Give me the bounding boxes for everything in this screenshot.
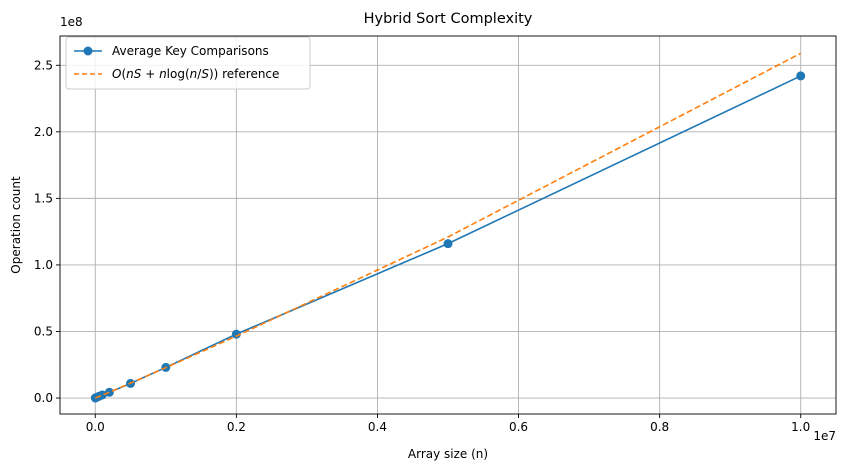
- y-tick-label: 1.5: [34, 191, 53, 205]
- legend-label-reference: O(nS + nlog(n/S)) reference: [112, 67, 279, 81]
- legend-box: [65, 36, 311, 90]
- ticks: 0.0 0.2 0.4 0.6 0.8 1.0 0.0 0.5 1.0 1.5 2.0 2.5: [34, 58, 810, 434]
- x-axis-label: Array size (n): [408, 447, 488, 461]
- series-line-1: [94, 52, 802, 399]
- chart-title: Hybrid Sort Complexity: [364, 11, 533, 27]
- legend-ref-part-0: O: [112, 67, 121, 81]
- legend-ref-part-2: nS: [126, 67, 142, 81]
- series-point-0: [796, 71, 806, 81]
- legend-ref-part-4: n: [159, 67, 167, 81]
- grid: [60, 36, 836, 414]
- y-offset-label: 1e8: [60, 15, 83, 29]
- x-tick-label: 0.6: [509, 420, 528, 434]
- y-tick-label: 2.0: [34, 125, 53, 139]
- x-offset-label: 1e7: [813, 429, 836, 443]
- y-tick-label: 1.0: [34, 258, 53, 272]
- legend-ref-part-6: n: [190, 67, 198, 81]
- series-point-0: [443, 239, 453, 249]
- legend-ref-part-5: log(: [167, 67, 190, 81]
- legend: Average Key Comparisons O(nS + nlog(n/S)…: [65, 36, 311, 90]
- y-tick-label: 0.5: [34, 324, 53, 338]
- legend-ref-part-7: /: [197, 67, 202, 81]
- y-axis-label: Operation count: [9, 176, 23, 274]
- x-tick-label: 0.8: [650, 420, 669, 434]
- x-tick-label: 0.2: [227, 420, 246, 434]
- series-point-0: [97, 390, 107, 400]
- plot-frame: [59, 35, 837, 415]
- x-tick-label: 0.4: [368, 420, 387, 434]
- y-tick-label: 0.0: [34, 391, 53, 405]
- legend-ref-part-3: +: [141, 67, 159, 81]
- legend-label-comparisons: Average Key Comparisons: [112, 44, 269, 58]
- y-tick-label: 2.5: [34, 58, 53, 72]
- series-point-0: [104, 387, 114, 397]
- legend-ref-part-1: (: [121, 67, 126, 81]
- series-point-0: [231, 329, 241, 339]
- legend-marker-comparisons: [83, 46, 93, 56]
- x-tick-label: 0.0: [86, 420, 105, 434]
- x-tick-label: 1.0: [791, 420, 810, 434]
- series-layer: [90, 52, 806, 403]
- legend-ref-part-8: S: [201, 67, 209, 81]
- legend-ref-part-9: )) reference: [209, 67, 279, 81]
